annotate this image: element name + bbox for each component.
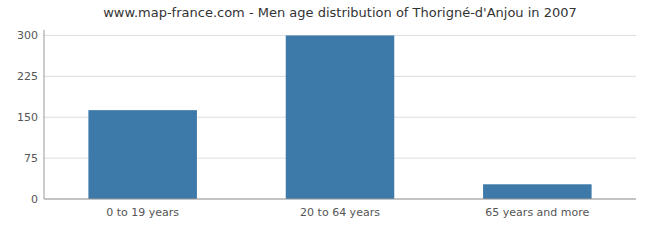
x-tick-label: 20 to 64 years [300, 206, 380, 219]
x-tick-label: 0 to 19 years [106, 206, 179, 219]
y-axis: 0 75 150 225 300 [17, 29, 44, 206]
chart-svg: www.map-france.com - Men age distributio… [0, 0, 650, 229]
y-tick-label: 300 [17, 29, 38, 42]
bar [286, 35, 395, 199]
title: www.map-france.com - Men age distributio… [103, 5, 577, 20]
chart-container: www.map-france.com - Men age distributio… [0, 0, 650, 229]
x-axis: 0 to 19 years 20 to 64 years 65 years and … [44, 199, 636, 219]
bars [88, 35, 591, 199]
y-tick-label: 150 [17, 111, 38, 124]
y-tick-label: 225 [17, 70, 38, 83]
grid-line [44, 199, 636, 200]
bar [88, 110, 197, 199]
x-axis-line [44, 199, 636, 200]
y-axis-line [44, 30, 45, 199]
x-tick-label: 65 years and more [485, 206, 589, 219]
y-grid [44, 35, 636, 199]
y-tick-label: 0 [31, 193, 38, 206]
bar [483, 184, 592, 199]
y-tick-label: 75 [24, 152, 38, 165]
